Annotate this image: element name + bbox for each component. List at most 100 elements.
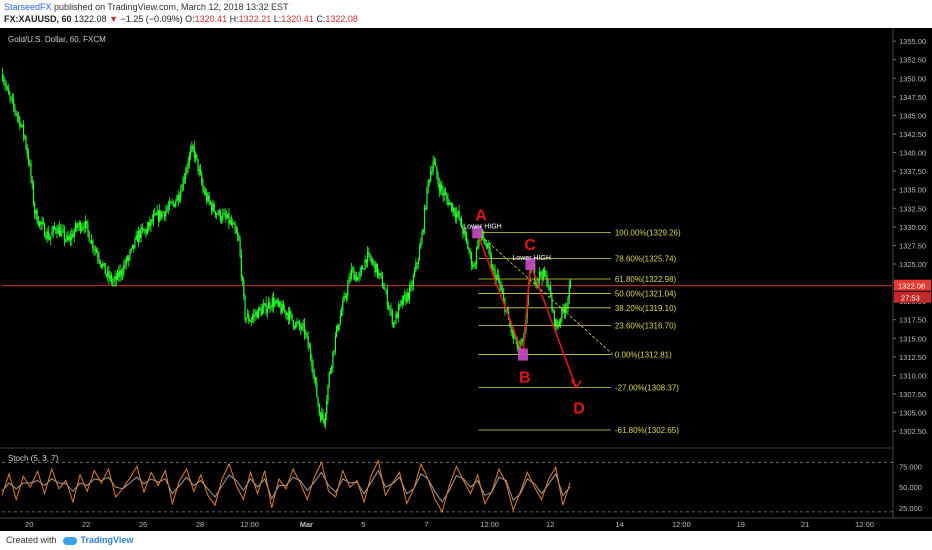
candle-body (31, 178, 33, 185)
high-value: 1322.21 (238, 14, 272, 24)
candle-body (420, 243, 422, 249)
candle-body (155, 213, 157, 215)
candle-body (250, 320, 252, 322)
candle-body (219, 210, 221, 221)
candle-body (286, 313, 288, 316)
candle-body (51, 231, 53, 236)
fib-level-label: -61.80%(1302.65) (615, 426, 679, 435)
candle-body (124, 265, 126, 266)
candle-body (400, 300, 402, 304)
candle-body (392, 322, 395, 325)
candle-body (183, 178, 186, 179)
candle-body (456, 213, 458, 218)
fib-level-label: 0.00%(1312.81) (615, 351, 672, 360)
candle-body (103, 263, 105, 265)
candle-body (32, 184, 35, 204)
candle-body (248, 314, 250, 322)
candle-body (364, 259, 366, 269)
candle-body (217, 213, 219, 215)
candle-body (133, 244, 135, 248)
last-price-badge (894, 279, 931, 291)
candle-body (488, 244, 490, 249)
candle-body (334, 336, 336, 351)
candle-body (395, 313, 397, 324)
candle-body (567, 297, 569, 308)
candle-body (141, 227, 143, 230)
time-axis: 20 22 26 28 12:00 Mar 5 7 12:00 12 14 12:00 19 21 12:0… (25, 520, 874, 529)
candle-body (409, 286, 411, 299)
candle-body (475, 247, 478, 264)
candle-body (3, 79, 5, 82)
candle-body (514, 337, 516, 339)
candle-body (69, 236, 72, 240)
candle-body (254, 314, 256, 316)
candle-body (237, 233, 239, 237)
candle-body (380, 273, 382, 277)
candle-body (338, 324, 340, 330)
author-link[interactable]: StarseedFX (4, 2, 52, 12)
candle-body (318, 404, 320, 415)
candle-body (552, 309, 554, 312)
candle-body (150, 219, 152, 227)
candle-body (458, 211, 460, 220)
candle-body (306, 333, 308, 337)
candle-body (379, 273, 381, 274)
candle-body (484, 241, 486, 245)
candle-body (328, 373, 330, 386)
open-value: 1320.41 (194, 14, 228, 24)
candle-body (447, 198, 449, 205)
candle-body (417, 259, 419, 264)
price-tick-label: 1332.50 (899, 204, 926, 213)
candle-body (227, 213, 229, 218)
candle-body (167, 206, 169, 210)
candle-body (67, 235, 69, 241)
candle-body (181, 190, 183, 192)
time-tick-label: 7 (424, 520, 428, 529)
candle-body (277, 301, 280, 304)
close-value: 1322.08 (325, 14, 358, 24)
fib-retracement[interactable]: 100.00%(1329.26) 78.60%(1325.74) 61.80%(13… (476, 228, 681, 435)
candle-body (413, 270, 416, 277)
fib-level-label: 38.20%(1319.10) (615, 304, 677, 313)
candle-body (156, 211, 158, 215)
candle-body (396, 313, 398, 319)
candle-body (8, 88, 10, 95)
time-tick-label: 14 (615, 520, 623, 529)
candle-body (391, 310, 393, 325)
abcd-pattern[interactable]: A B C D Lower HIGH Lower HIGH (463, 207, 585, 417)
candle-body (19, 117, 21, 127)
time-tick-label: 28 (196, 520, 204, 529)
candle-body (251, 317, 254, 321)
candle-body (13, 99, 15, 107)
candle-body (374, 261, 376, 273)
candle-body (229, 220, 231, 224)
candle-body (259, 307, 261, 310)
candle-body (410, 285, 412, 287)
candle-body (176, 195, 178, 202)
chart-area[interactable]: 1355.00 1352.50 1350.00 1347.50 1345.00 1342.… (0, 28, 932, 531)
candle-body (11, 98, 13, 100)
candle-body (112, 281, 114, 283)
tradingview-logo-icon (62, 536, 77, 545)
price-tick-label: 1352.50 (899, 56, 926, 65)
candle-body (152, 215, 155, 222)
candle-body (151, 219, 153, 222)
candle-body (168, 201, 171, 207)
candle-body (407, 292, 409, 299)
price-tick-label: 1325.00 (899, 260, 926, 269)
candle-body (308, 346, 310, 349)
stoch-tick-label: 50.000 (899, 483, 922, 492)
candle-body (323, 418, 325, 425)
candle-body (272, 297, 275, 307)
candle-body (140, 227, 142, 239)
candle-body (104, 263, 106, 275)
candle-body (489, 248, 491, 256)
candle-body (331, 366, 333, 371)
publish-info: published on TradingView.com, March 12, … (54, 2, 289, 12)
tradingview-brand[interactable]: TradingView (80, 535, 134, 545)
candle-body (182, 178, 184, 191)
time-tick-label: 12:00 (855, 520, 874, 529)
candle-body (352, 268, 354, 270)
candle-body (329, 370, 332, 374)
candle-body (340, 310, 343, 316)
